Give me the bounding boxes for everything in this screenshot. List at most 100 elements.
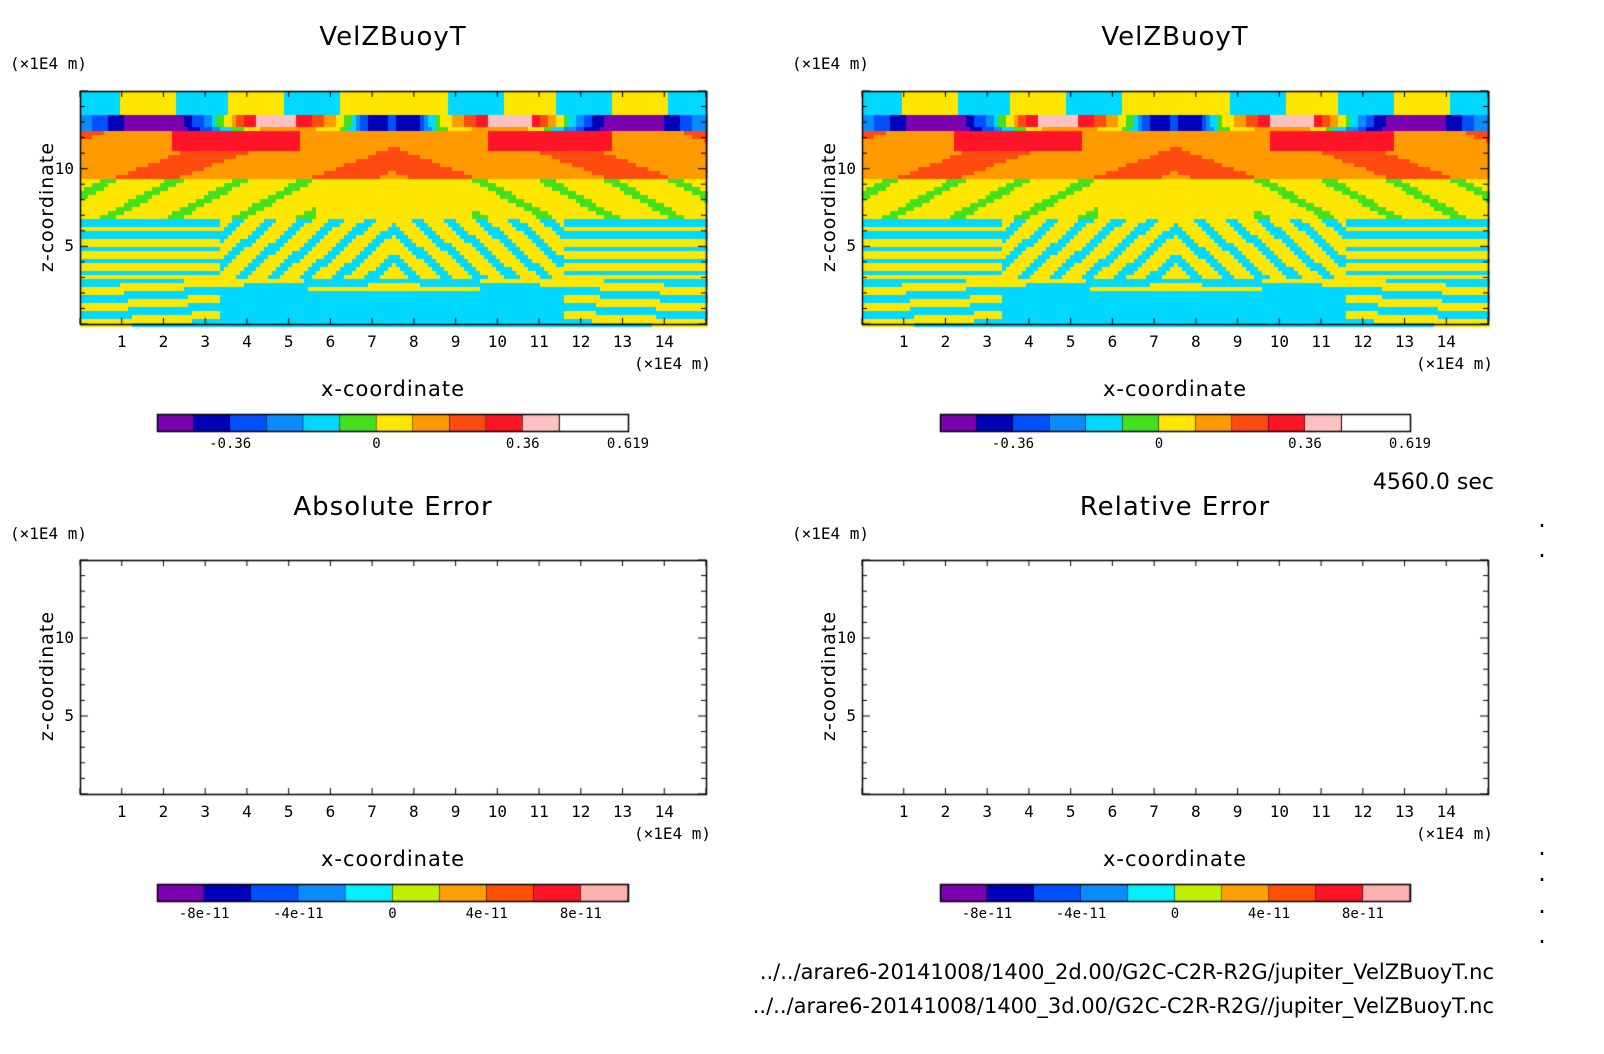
marker-dot: . — [1536, 538, 1549, 562]
marker-dot: . — [1536, 836, 1549, 860]
file-path-1: ../../arare6-20141008/1400_2d.00/G2C-C2R… — [759, 960, 1494, 984]
x-tick-label: 4 — [242, 802, 252, 821]
x-tick-label: 7 — [367, 332, 377, 351]
x-tick-label: 2 — [158, 332, 169, 351]
x-tick-label: 3 — [982, 802, 993, 821]
x-tick-label: 2 — [158, 802, 169, 821]
x-tick-label: 11 — [529, 332, 549, 351]
marker-dot: . — [1536, 862, 1549, 886]
colorbar-tick-label: 0 — [388, 906, 397, 922]
x-tick-label: 9 — [450, 802, 461, 821]
x-unit-label: (×1E4 m) — [1416, 824, 1494, 843]
y-tick-label: 10 — [836, 628, 856, 647]
x-tick-label: 14 — [654, 802, 674, 821]
x-unit-label: (×1E4 m) — [634, 354, 712, 373]
x-tick-label: 1 — [116, 802, 127, 821]
marker-dot: . — [1536, 924, 1549, 948]
x-axis-label: x-coordinate — [320, 847, 466, 871]
y-axis-label: z-coordinate — [818, 610, 840, 742]
y-unit-label: (×1E4 m) — [10, 54, 88, 73]
x-tick-label: 14 — [1436, 802, 1456, 821]
x-tick-label: 8 — [1191, 802, 1201, 821]
y-tick-label: 10 — [836, 158, 856, 178]
colorbar-tick-label: 0.619 — [1388, 436, 1432, 452]
marker-dot: . — [1536, 894, 1549, 918]
x-tick-label: 2 — [940, 802, 951, 821]
colorbar-tick-label: -8e-11 — [961, 906, 1013, 922]
marker-dot: . — [1536, 508, 1549, 532]
x-tick-label: 7 — [1149, 802, 1159, 821]
x-tick-label: 3 — [982, 332, 993, 351]
x-tick-label: 5 — [1065, 802, 1076, 821]
x-tick-label: 8 — [409, 332, 419, 351]
x-tick-label: 12 — [1353, 332, 1373, 351]
y-tick-label: 5 — [64, 706, 74, 725]
x-tick-label: 14 — [1436, 332, 1456, 351]
y-axis-label: z-coordinate — [36, 141, 58, 272]
x-tick-label: 6 — [325, 802, 336, 821]
x-tick-label: 6 — [1107, 332, 1118, 351]
x-tick-label: 12 — [571, 332, 591, 351]
panel-title: VelZBuoyT — [1101, 22, 1249, 52]
panel-title: Absolute Error — [293, 492, 493, 522]
colorbar-tick-label: -8e-11 — [178, 906, 230, 922]
x-unit-label: (×1E4 m) — [634, 824, 712, 843]
x-tick-label: 9 — [1232, 332, 1243, 351]
x-tick-label: 10 — [487, 332, 507, 351]
x-tick-label: 3 — [200, 802, 211, 821]
x-tick-label: 11 — [529, 802, 549, 821]
colorbar-tick-label: -4e-11 — [273, 906, 324, 922]
y-tick-label: 5 — [846, 236, 856, 256]
x-axis-label: x-coordinate — [320, 377, 466, 401]
panel-title: VelZBuoyT — [319, 22, 467, 52]
colorbar-tick-label: 0 — [1154, 436, 1164, 452]
colorbar-tick-label: 4e-11 — [465, 906, 508, 922]
x-tick-label: 10 — [1269, 332, 1289, 351]
x-axis-label: x-coordinate — [1102, 377, 1248, 401]
x-tick-label: 3 — [200, 332, 211, 351]
x-tick-label: 4 — [1024, 332, 1034, 351]
time-stamp: 4560.0 sec — [1372, 470, 1494, 495]
x-tick-label: 4 — [1024, 802, 1034, 821]
x-tick-label: 10 — [1269, 802, 1289, 821]
y-tick-label: 5 — [846, 706, 856, 725]
x-tick-label: 1 — [898, 332, 909, 351]
y-tick-label: 10 — [54, 158, 74, 178]
x-tick-label: 7 — [367, 802, 377, 821]
x-tick-label: 12 — [1353, 802, 1373, 821]
y-tick-label: 10 — [54, 628, 74, 647]
y-unit-label: (×1E4 m) — [792, 54, 870, 73]
x-tick-label: 1 — [898, 802, 909, 821]
x-tick-label: 13 — [612, 802, 633, 821]
x-tick-label: 6 — [325, 332, 336, 351]
x-tick-label: 8 — [409, 802, 419, 821]
y-axis-label: z-coordinate — [818, 141, 840, 272]
x-tick-label: 5 — [283, 332, 294, 351]
panel-title: Relative Error — [1079, 492, 1271, 522]
x-tick-label: 7 — [1149, 332, 1159, 351]
y-unit-label: (×1E4 m) — [792, 524, 870, 543]
x-tick-label: 6 — [1107, 802, 1118, 821]
colorbar-tick-label: 8e-11 — [1341, 906, 1385, 922]
file-path-2: ../../arare6-20141008/1400_3d.00/G2C-C2R… — [752, 994, 1494, 1018]
colorbar-tick-label: 0.36 — [505, 436, 540, 452]
x-tick-label: 9 — [450, 332, 461, 351]
colorbar-tick-label: 0.619 — [606, 436, 650, 452]
x-tick-label: 2 — [940, 332, 951, 351]
x-tick-label: 9 — [1232, 802, 1243, 821]
x-tick-label: 1 — [116, 332, 127, 351]
x-tick-label: 5 — [1065, 332, 1076, 351]
x-tick-label: 10 — [487, 802, 507, 821]
colorbar-tick-label: -0.36 — [209, 436, 252, 452]
x-axis-label: x-coordinate — [1102, 847, 1248, 871]
y-axis-label: z-coordinate — [36, 610, 58, 742]
x-tick-label: 13 — [612, 332, 633, 351]
colorbar-tick-label: -4e-11 — [1055, 906, 1107, 922]
y-unit-label: (×1E4 m) — [10, 524, 88, 543]
colorbar-tick-label: 0 — [372, 436, 381, 452]
x-tick-label: 5 — [283, 802, 294, 821]
x-tick-label: 8 — [1191, 332, 1201, 351]
colorbar-tick-label: 8e-11 — [559, 906, 602, 922]
colorbar-tick-label: 0 — [1170, 906, 1180, 922]
